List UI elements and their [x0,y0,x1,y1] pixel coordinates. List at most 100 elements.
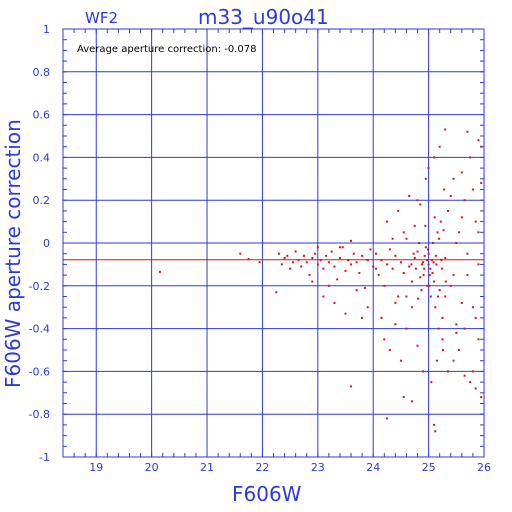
data-point [275,291,278,294]
data-point [449,194,452,197]
y-tick-label: -0.6 [29,365,50,378]
data-point [416,250,419,253]
data-point [338,256,341,259]
data-points [158,128,483,433]
data-point [350,239,353,242]
data-point [435,263,438,266]
x-axis-label: F606W [232,482,302,506]
data-point [405,295,408,298]
data-point [410,400,413,403]
data-point [363,286,366,289]
data-point [380,316,383,319]
data-point [355,289,358,292]
data-point [480,182,483,185]
data-point [444,280,447,283]
data-point [455,331,458,334]
data-point [474,220,477,223]
data-point [471,370,474,373]
data-point [432,261,435,264]
x-tick-label: 23 [311,461,325,474]
data-point [388,248,391,251]
grid-lines [62,28,485,458]
data-point [410,280,413,283]
data-point [314,252,317,255]
data-point [322,295,325,298]
y-tick-label: 0.6 [33,109,51,122]
data-point [418,242,421,244]
data-point [440,267,443,270]
x-tick-label: 26 [477,461,491,474]
data-point [477,231,480,234]
data-point [429,267,432,270]
data-point [358,271,361,274]
data-point [452,177,455,180]
data-point [466,252,469,255]
data-point [444,128,447,131]
data-point [420,289,423,292]
data-point [350,385,353,388]
data-point [330,250,333,253]
data-point [258,261,261,264]
data-point [391,267,394,270]
data-point [427,248,430,251]
data-point [427,167,430,170]
y-tick-label: 1 [43,23,50,36]
data-point [455,242,458,244]
data-point [344,269,347,272]
data-point [441,338,444,341]
data-point [469,156,472,159]
data-point [355,261,358,264]
data-point [474,316,477,319]
data-point [431,271,434,274]
y-tick-label: -0.4 [29,323,50,336]
data-point [416,199,419,202]
data-point [429,295,432,298]
data-point [480,145,483,148]
data-point [435,359,438,362]
data-point [438,237,441,240]
data-point [394,301,397,304]
data-point [405,327,408,330]
data-point [422,274,425,277]
data-point [397,209,400,212]
data-point [386,263,389,266]
data-point [386,417,389,420]
data-point [327,284,330,287]
data-point [402,396,405,399]
data-point [413,256,416,259]
data-point [374,267,377,270]
data-point [419,203,422,206]
data-point [444,256,447,259]
data-point [422,370,425,373]
data-point [410,306,413,309]
data-point [428,274,431,277]
y-tick-label: 0.4 [33,151,51,164]
data-point [452,274,455,277]
data-point [419,276,422,279]
data-point [297,259,300,262]
data-point [394,323,397,326]
data-point [438,289,441,292]
y-tick-label: 0.8 [33,66,51,79]
data-point [463,199,466,202]
data-point [405,237,408,240]
data-point [469,381,472,384]
data-point [391,237,394,240]
data-point [402,231,405,234]
data-point [300,265,303,268]
data-point [286,254,289,257]
data-point [408,194,411,197]
data-point [427,252,430,255]
data-point [305,261,308,264]
data-point [433,423,436,426]
data-point [432,242,435,244]
data-point [410,263,413,266]
data-point [442,349,445,351]
data-point [386,220,389,223]
data-point [388,349,391,351]
data-point [397,295,400,298]
data-point [477,263,480,266]
data-point [316,263,319,266]
data-point [444,295,447,298]
detector-label: WF2 [85,9,118,27]
